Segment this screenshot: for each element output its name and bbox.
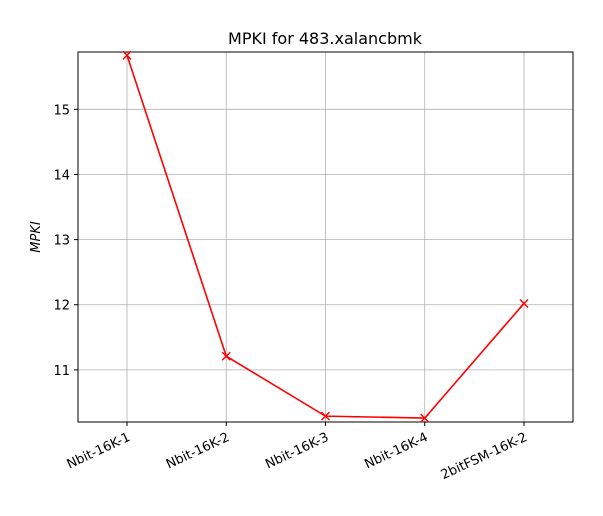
x-tick-label: Nbit-16K-4 — [362, 430, 430, 472]
y-axis-label: MPKI — [29, 221, 44, 253]
y-tick-label: 11 — [53, 364, 70, 379]
marker-stroke — [420, 413, 430, 423]
data-point-marker — [420, 413, 430, 423]
y-tick-label: 13 — [53, 234, 70, 249]
data-point-marker — [321, 411, 330, 421]
y-tick-label: 15 — [53, 103, 70, 118]
x-tick-label: Nbit-16K-1 — [65, 430, 133, 472]
data-point-marker — [519, 298, 529, 308]
data-point-marker — [221, 351, 231, 361]
axes — [74, 51, 574, 426]
x-tick-label: 2bitFSM-16K-2 — [439, 430, 530, 483]
chart-title: MPKI for 483.xalancbmk — [228, 29, 423, 48]
marker-stroke — [221, 351, 231, 361]
y-tick-label: 12 — [53, 299, 70, 314]
data-point-marker — [122, 50, 132, 60]
grid — [78, 52, 573, 422]
x-tick-label: Nbit-16K-2 — [164, 430, 232, 472]
series — [122, 50, 529, 423]
tick-labels: 11 12 13 14 15 Nbit-16K-1 Nbit-16K-2 Nbit-16K-3… — [53, 103, 529, 483]
marker-stroke — [122, 50, 132, 60]
marker-stroke — [321, 411, 330, 421]
y-tick-label: 14 — [53, 168, 70, 183]
x-tick-label: Nbit-16K-3 — [263, 430, 331, 472]
marker-stroke — [519, 298, 529, 308]
